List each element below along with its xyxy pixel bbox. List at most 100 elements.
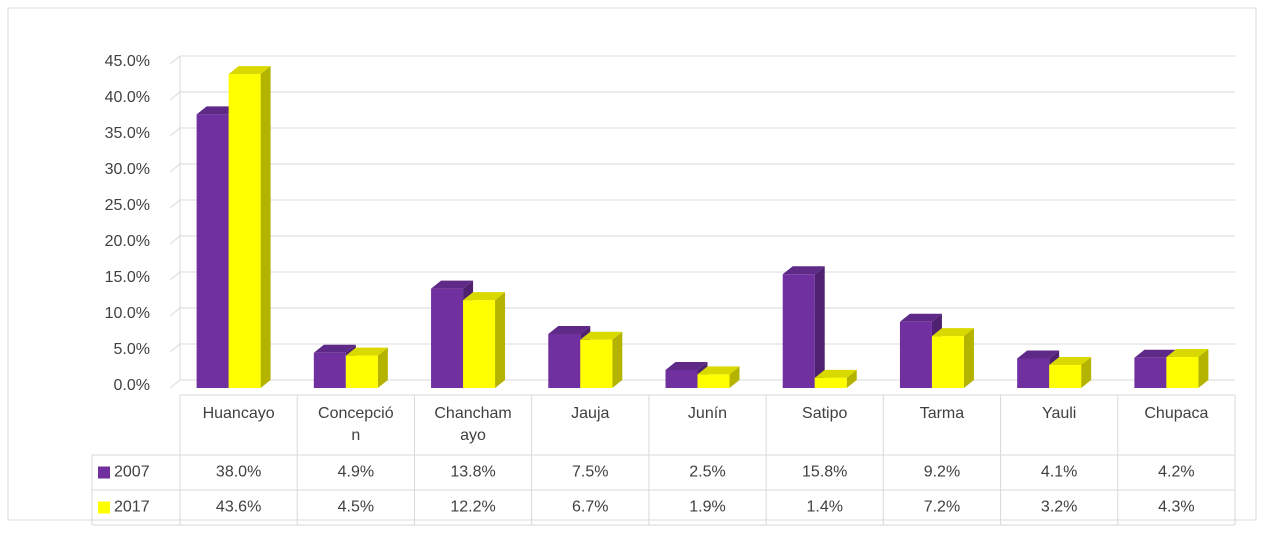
y-tick-label: 45.0%: [105, 53, 150, 70]
bar: [228, 66, 271, 388]
bar-front: [431, 288, 464, 388]
table-value: 4.1%: [1041, 464, 1077, 481]
bar-side: [260, 66, 271, 388]
table-value: 12.2%: [450, 499, 495, 516]
x-tick-label: Chupaca: [1144, 405, 1208, 422]
bar-top: [228, 66, 271, 75]
y-tick-label: 35.0%: [105, 125, 150, 142]
bar: [1049, 356, 1092, 388]
grid-line: [169, 199, 1235, 209]
y-tick-label: 30.0%: [105, 161, 150, 178]
x-tick-label: Satipo: [802, 405, 847, 422]
bar-front: [196, 114, 229, 389]
grid-line: [169, 271, 1235, 281]
bar-top: [931, 328, 974, 337]
bar-front: [313, 352, 346, 388]
grid-line: [169, 127, 1235, 137]
table-value: 4.3%: [1158, 499, 1194, 516]
legend-key: [98, 501, 110, 514]
x-tick-label: Jauja: [571, 405, 609, 422]
bar-top: [1134, 349, 1177, 358]
table-value: 1.4%: [806, 499, 842, 516]
x-tick-label: Junín: [688, 405, 727, 422]
bar-top: [431, 280, 474, 289]
table-value: 7.2%: [924, 499, 960, 516]
legend-key: [98, 466, 110, 479]
bar: [345, 347, 388, 388]
x-tick-label: Concepció n: [318, 405, 394, 444]
y-tick-label: 15.0%: [105, 269, 150, 286]
bar-front: [1049, 364, 1082, 388]
bar-front: [697, 374, 730, 388]
bar-top: [580, 331, 623, 340]
table-value: 4.2%: [1158, 464, 1194, 481]
legend-label: 2017: [114, 499, 150, 516]
bar-top: [313, 344, 356, 353]
table-value: 13.8%: [450, 464, 495, 481]
bar-side: [729, 366, 740, 388]
bar-top: [665, 362, 708, 370]
bar-top: [548, 326, 591, 334]
bar-front: [931, 336, 964, 388]
chart-border: [7, 7, 1257, 521]
y-tick-label: 5.0%: [114, 341, 150, 358]
table-value: 3.2%: [1041, 499, 1077, 516]
bar-front: [665, 370, 698, 388]
bar-top: [1017, 350, 1060, 359]
bar-side: [846, 369, 857, 388]
grid-line: [169, 379, 1235, 389]
table-value: 43.6%: [216, 499, 261, 516]
grid-line: [169, 55, 1235, 65]
table-value: 2.5%: [689, 464, 725, 481]
bar: [931, 328, 974, 388]
bar-top: [463, 292, 506, 301]
bar-front: [899, 321, 932, 388]
table-value: 9.2%: [924, 464, 960, 481]
table-value: 1.9%: [689, 499, 725, 516]
bar-side: [963, 328, 974, 388]
bar-front: [1166, 357, 1199, 388]
bar: [580, 331, 623, 388]
bar-top: [1166, 349, 1209, 358]
y-tick-label: 0.0%: [114, 377, 150, 394]
bar-front: [814, 377, 847, 388]
x-tick-label: Tarma: [920, 405, 965, 422]
table-value: 15.8%: [802, 464, 847, 481]
bar: [697, 366, 740, 388]
legend-label: 2007: [114, 464, 150, 481]
bar-side: [1081, 356, 1092, 388]
y-tick-label: 20.0%: [105, 233, 150, 250]
table-value: 7.5%: [572, 464, 608, 481]
y-tick-label: 10.0%: [105, 305, 150, 322]
grid-line: [169, 91, 1235, 101]
bar-front: [782, 274, 815, 388]
bar: [1166, 349, 1209, 388]
table-value: 4.5%: [338, 499, 374, 516]
bar-front: [1017, 358, 1050, 388]
bar-side: [495, 292, 506, 388]
bar-side: [1198, 349, 1209, 388]
grid-line: [169, 163, 1235, 173]
bar-top: [899, 313, 942, 322]
bar-front: [463, 300, 496, 388]
y-tick-label: 40.0%: [105, 89, 150, 106]
table-value: 38.0%: [216, 464, 261, 481]
bar-top: [697, 366, 740, 375]
grid-line: [169, 343, 1235, 353]
bar-front: [548, 334, 581, 388]
bar-front: [345, 355, 378, 388]
bar-top: [782, 266, 825, 275]
bar-front: [1134, 357, 1167, 388]
x-tick-label: Yauli: [1042, 405, 1076, 422]
bar-top: [345, 347, 388, 356]
bar: [814, 369, 857, 388]
bar-top: [196, 106, 239, 115]
bar-top: [814, 369, 857, 378]
x-tick-label: Huancayo: [203, 405, 275, 422]
grid-line: [169, 235, 1235, 245]
bar-top: [1049, 356, 1092, 365]
bar: [463, 292, 506, 388]
bar-side: [612, 331, 623, 388]
table-value: 4.9%: [338, 464, 374, 481]
